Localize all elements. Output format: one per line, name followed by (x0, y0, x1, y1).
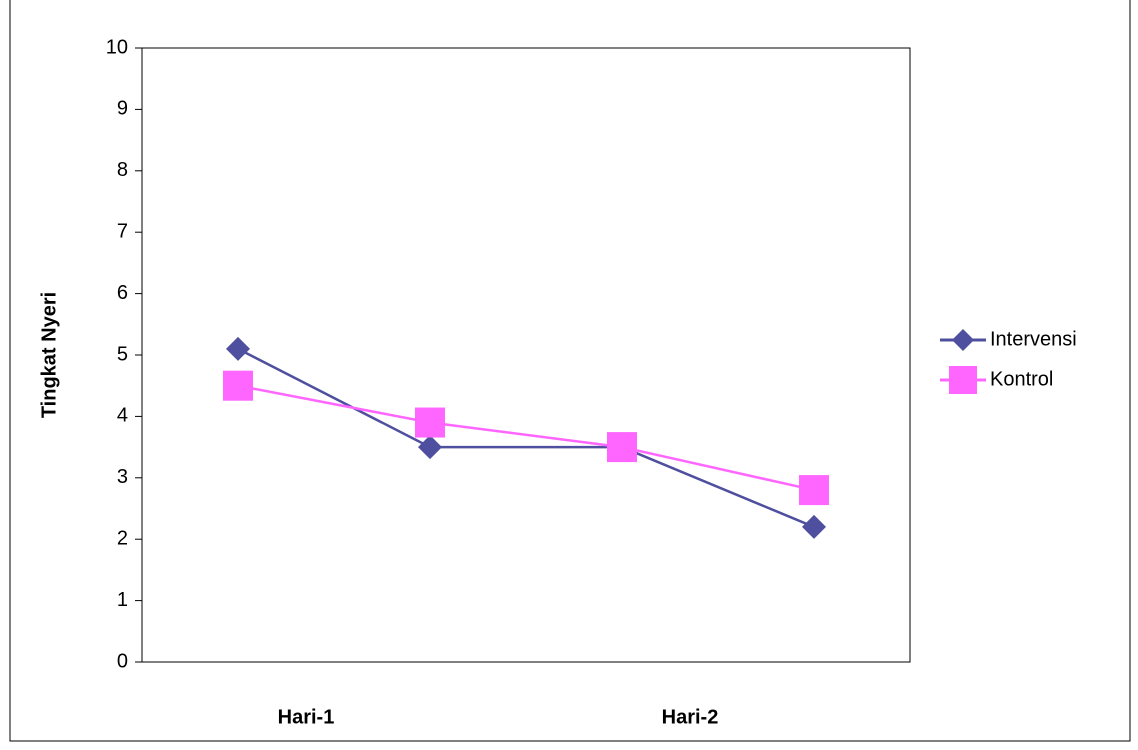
y-tick-label: 7 (117, 220, 128, 242)
x-tick-label: Hari-1 (278, 706, 335, 728)
y-tick-label: 4 (117, 405, 128, 427)
plot-area (142, 48, 910, 662)
data-point (226, 337, 250, 361)
data-point (418, 435, 442, 459)
legend-label: Kontrol (990, 368, 1053, 390)
y-tick-label: 5 (117, 343, 128, 365)
data-point (607, 432, 637, 462)
data-point (802, 515, 826, 539)
y-tick-label: 2 (117, 527, 128, 549)
y-tick-label: 1 (117, 589, 128, 611)
legend-label: Intervensi (990, 328, 1077, 350)
x-tick-label: Hari-2 (662, 706, 719, 728)
y-tick-label: 8 (117, 159, 128, 181)
data-point (223, 371, 253, 401)
legend-marker (952, 329, 974, 351)
chart: Tingkat Nyeri 0 1 2 3 4 5 6 7 8 9 10 Hari-1 Hari-2 In… (0, 0, 1138, 750)
y-tick-label: 3 (117, 466, 128, 488)
data-point (415, 408, 445, 438)
y-axis-label: Tingkat Nyeri (38, 292, 60, 418)
y-tick-label: 10 (106, 36, 128, 58)
y-tick-label: 0 (117, 650, 128, 672)
legend-marker (949, 366, 977, 394)
y-tick-label: 6 (117, 282, 128, 304)
y-tick-label: 9 (117, 98, 128, 120)
series-line (238, 349, 814, 527)
data-point (799, 475, 829, 505)
page: {"chart_data": {"type": "line", "y_label… (0, 0, 1138, 750)
series-line (238, 386, 814, 490)
